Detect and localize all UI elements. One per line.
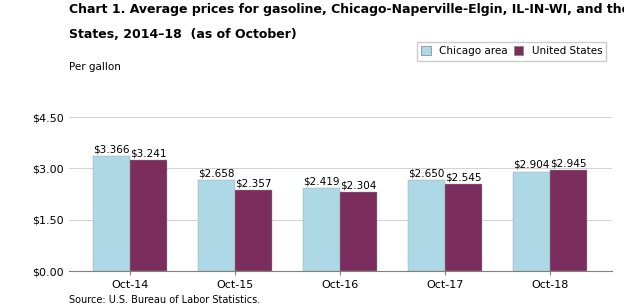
Bar: [408, 180, 445, 271]
Text: $2.650: $2.650: [409, 169, 445, 179]
Bar: [340, 192, 377, 271]
Text: $2.419: $2.419: [303, 176, 340, 187]
Bar: [130, 160, 167, 271]
Bar: [550, 170, 587, 271]
Text: Source: U.S. Bureau of Labor Statistics.: Source: U.S. Bureau of Labor Statistics.: [69, 295, 260, 305]
Legend: Chicago area, United States: Chicago area, United States: [417, 42, 607, 60]
Bar: [198, 180, 235, 271]
Text: $3.241: $3.241: [130, 148, 167, 158]
Bar: [235, 190, 272, 271]
Bar: [94, 156, 130, 271]
Text: Per gallon: Per gallon: [69, 62, 120, 71]
Bar: [303, 188, 340, 271]
Text: $2.357: $2.357: [235, 179, 271, 189]
Text: $2.304: $2.304: [340, 180, 377, 190]
Text: $2.545: $2.545: [445, 172, 482, 182]
Text: $2.904: $2.904: [514, 160, 550, 170]
Text: States, 2014–18  (as of October): States, 2014–18 (as of October): [69, 28, 296, 41]
Bar: [514, 172, 550, 271]
Text: $3.366: $3.366: [94, 144, 130, 154]
Text: Chart 1. Average prices for gasoline, Chicago-Naperville-Elgin, IL-IN-WI, and th: Chart 1. Average prices for gasoline, Ch…: [69, 3, 624, 16]
Bar: [445, 184, 482, 271]
Text: $2.945: $2.945: [550, 159, 587, 168]
Text: $2.658: $2.658: [198, 168, 235, 178]
